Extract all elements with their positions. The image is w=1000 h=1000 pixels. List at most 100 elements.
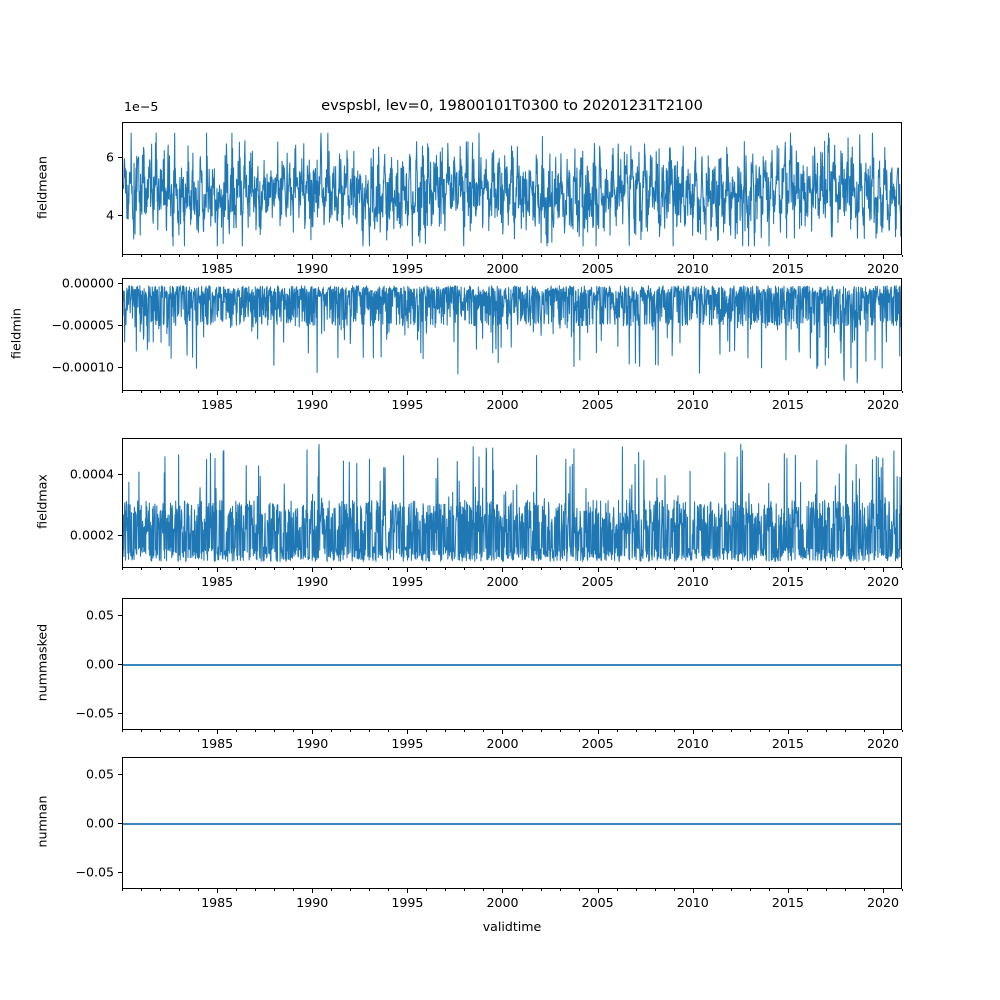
xtick-mark-fieldmax-2021 xyxy=(902,568,903,571)
xtick-mark-nummasked-1989 xyxy=(293,730,295,733)
xtick-mark-numnan-2015 xyxy=(787,889,789,893)
xtick-mark-fieldmean-1990 xyxy=(312,255,314,259)
xtick-mark-fieldmin-1991 xyxy=(331,391,333,394)
xtick-mark-numnan-1991 xyxy=(331,889,333,892)
xtick-mark-nummasked-2015 xyxy=(787,730,789,734)
plot-panel-fieldmean[interactable] xyxy=(122,122,902,255)
xtick-mark-fieldmax-2015 xyxy=(787,568,789,572)
xtick-mark-fieldmin-2004 xyxy=(578,391,580,394)
xtick-mark-fieldmax-1996 xyxy=(426,568,428,571)
xtick-mark-fieldmax-2006 xyxy=(616,568,618,571)
xtick-label-fieldmin-3: 2000 xyxy=(486,397,519,412)
xtick-mark-nummasked-2014 xyxy=(768,730,770,733)
xtick-mark-nummasked-2012 xyxy=(730,730,732,733)
xtick-mark-numnan-2006 xyxy=(616,889,618,892)
xtick-mark-numnan-2014 xyxy=(768,889,770,892)
xtick-mark-fieldmean-2001 xyxy=(521,255,523,258)
xtick-mark-fieldmean-2019 xyxy=(863,255,865,258)
xtick-mark-fieldmean-1995 xyxy=(407,255,409,259)
xtick-mark-nummasked-2000 xyxy=(502,730,504,734)
xtick-mark-numnan-1983 xyxy=(179,889,181,892)
ytick-label-numnan-0: 0.05 xyxy=(85,766,114,782)
xtick-mark-numnan-1984 xyxy=(198,889,200,892)
xtick-mark-numnan-1980 xyxy=(122,889,123,892)
ytick-mark-fieldmax-0 xyxy=(118,474,122,476)
plot-panel-numnan[interactable] xyxy=(122,757,902,889)
xtick-mark-fieldmin-2018 xyxy=(844,391,846,394)
xtick-mark-numnan-2000 xyxy=(502,889,504,893)
xtick-mark-numnan-2010 xyxy=(692,889,694,893)
plot-panel-nummasked[interactable] xyxy=(122,598,902,730)
xtick-mark-fieldmax-1981 xyxy=(141,568,143,571)
xtick-mark-fieldmax-2010 xyxy=(692,568,694,572)
xtick-mark-numnan-1997 xyxy=(445,889,447,892)
xtick-mark-fieldmax-1990 xyxy=(312,568,314,572)
xtick-mark-fieldmean-1992 xyxy=(350,255,352,258)
data-line-numnan xyxy=(123,823,901,825)
xtick-mark-fieldmax-1993 xyxy=(369,568,371,571)
xtick-mark-nummasked-2021 xyxy=(902,730,903,733)
xtick-label-fieldmax-2: 1995 xyxy=(391,574,424,589)
xtick-mark-nummasked-1985 xyxy=(217,730,219,734)
xtick-mark-nummasked-2003 xyxy=(559,730,561,733)
xtick-label-fieldmin-4: 2005 xyxy=(581,397,614,412)
xtick-mark-fieldmean-2009 xyxy=(673,255,675,258)
xtick-label-fieldmean-1: 1990 xyxy=(296,261,329,276)
xtick-mark-fieldmean-2000 xyxy=(502,255,504,259)
xtick-label-nummasked-6: 2015 xyxy=(771,736,804,751)
xtick-mark-fieldmean-1985 xyxy=(217,255,219,259)
xtick-mark-nummasked-2016 xyxy=(806,730,808,733)
xtick-mark-fieldmin-1994 xyxy=(388,391,390,394)
xtick-mark-fieldmin-2017 xyxy=(825,391,827,394)
xtick-mark-fieldmean-1991 xyxy=(331,255,333,258)
xtick-mark-fieldmean-2015 xyxy=(787,255,789,259)
xtick-mark-fieldmean-2011 xyxy=(711,255,713,258)
xtick-mark-nummasked-2011 xyxy=(711,730,713,733)
xtick-mark-fieldmax-2007 xyxy=(635,568,637,571)
y-axis-label-fieldmean: fieldmean xyxy=(34,155,50,219)
xtick-mark-fieldmin-1999 xyxy=(483,391,485,394)
xtick-mark-fieldmin-1985 xyxy=(217,391,219,395)
plot-panel-fieldmin[interactable] xyxy=(122,278,902,391)
xtick-mark-numnan-2007 xyxy=(635,889,637,892)
ytick-mark-fieldmax-1 xyxy=(118,534,122,536)
xtick-mark-nummasked-1996 xyxy=(426,730,428,733)
xtick-mark-nummasked-1992 xyxy=(350,730,352,733)
xtick-label-fieldmin-6: 2015 xyxy=(771,397,804,412)
ytick-mark-numnan-1 xyxy=(118,823,122,824)
xtick-mark-fieldmax-2005 xyxy=(597,568,599,572)
xtick-mark-fieldmean-1999 xyxy=(483,255,485,258)
xtick-mark-nummasked-1982 xyxy=(160,730,162,733)
plot-panel-fieldmax[interactable] xyxy=(122,438,902,568)
xtick-label-numnan-3: 2000 xyxy=(486,895,519,910)
xtick-label-fieldmin-5: 2010 xyxy=(676,397,709,412)
xtick-mark-fieldmean-2018 xyxy=(844,255,846,258)
xtick-mark-fieldmin-1989 xyxy=(293,391,295,394)
xtick-label-numnan-0: 1985 xyxy=(201,895,234,910)
xtick-mark-fieldmin-1998 xyxy=(464,391,466,394)
xtick-mark-numnan-1992 xyxy=(350,889,352,892)
xtick-mark-numnan-2003 xyxy=(559,889,561,892)
xtick-mark-fieldmean-2016 xyxy=(806,255,808,258)
xtick-mark-fieldmin-2009 xyxy=(673,391,675,394)
xtick-mark-fieldmin-1990 xyxy=(312,391,314,395)
xtick-mark-fieldmax-2017 xyxy=(825,568,827,571)
xtick-mark-fieldmean-2012 xyxy=(730,255,732,258)
xtick-label-numnan-1: 1990 xyxy=(296,895,329,910)
xtick-label-numnan-5: 2010 xyxy=(676,895,709,910)
ytick-mark-fieldmin-2 xyxy=(118,367,122,369)
ytick-mark-numnan-2 xyxy=(118,871,122,873)
xtick-mark-numnan-2009 xyxy=(673,889,675,892)
xtick-mark-nummasked-1997 xyxy=(445,730,447,733)
xtick-label-fieldmin-1: 1990 xyxy=(296,397,329,412)
xtick-mark-fieldmax-2003 xyxy=(559,568,561,571)
xtick-label-nummasked-3: 2000 xyxy=(486,736,519,751)
xtick-mark-fieldmean-1988 xyxy=(274,255,276,258)
xtick-mark-fieldmax-2011 xyxy=(711,568,713,571)
xtick-mark-fieldmin-2020 xyxy=(882,391,884,395)
xtick-label-fieldmean-4: 2005 xyxy=(581,261,614,276)
xtick-mark-numnan-1999 xyxy=(483,889,485,892)
xtick-mark-numnan-2011 xyxy=(711,889,713,892)
xtick-mark-nummasked-1983 xyxy=(179,730,181,733)
xtick-mark-fieldmin-2012 xyxy=(730,391,732,394)
